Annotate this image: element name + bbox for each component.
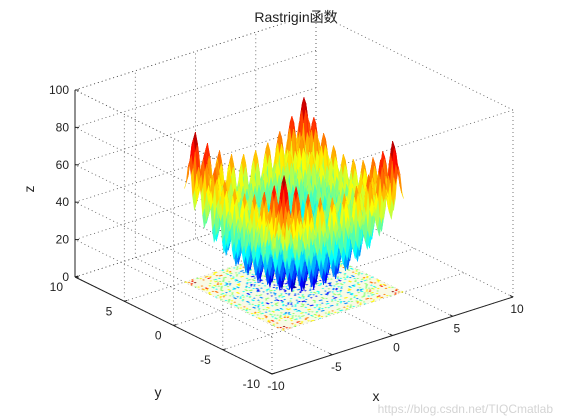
grid-line-floor-x (135, 257, 333, 356)
grid-line-side-z (74, 239, 273, 337)
grid-line-floor-x (255, 218, 453, 317)
grid-line-floor-x (195, 238, 393, 336)
grid-line-floor-x (315, 199, 514, 298)
